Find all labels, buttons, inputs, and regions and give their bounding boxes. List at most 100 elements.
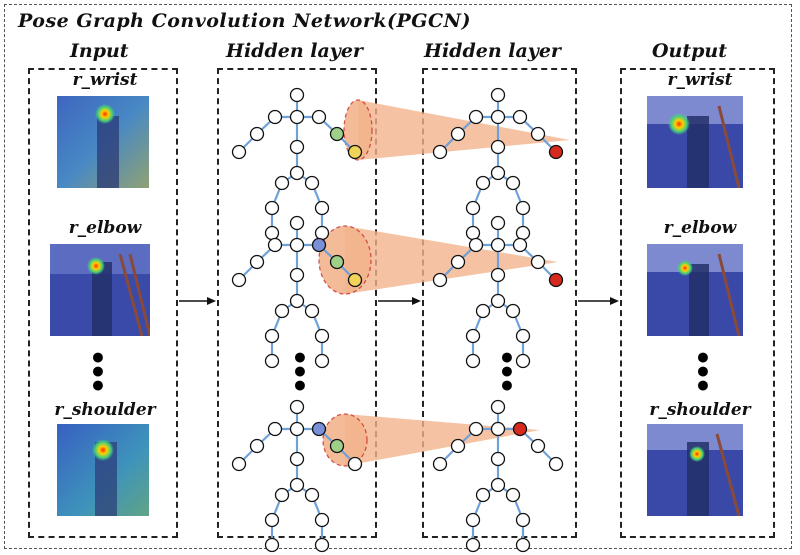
h2-row2-node [490, 215, 506, 231]
h1-row3-node [231, 456, 247, 472]
h1-row3-node [347, 456, 363, 472]
h1-row2-node [249, 254, 265, 270]
h1-row1-node [274, 175, 290, 191]
h2-row3-node [450, 438, 466, 454]
h1-row2-node [274, 303, 290, 319]
h1-row1-node [289, 165, 305, 181]
h1-row2-node [264, 328, 280, 344]
h1-row2-node [314, 328, 330, 344]
h1-row2-node [267, 237, 283, 253]
h1-row1-node [249, 126, 265, 142]
input-heatmap-r-elbow [50, 244, 150, 336]
h2-row2-node [490, 267, 506, 283]
h1-row1-node [289, 87, 305, 103]
h2-row1-node [468, 109, 484, 125]
h2-row3-node [515, 537, 531, 553]
hidden-2-ellipsis: • • • [498, 342, 516, 403]
h2-row1-node [515, 225, 531, 241]
h2-row1-node [432, 144, 448, 160]
h1-row1-node [304, 175, 320, 191]
h2-row2-node [505, 303, 521, 319]
heatmap-image [647, 244, 743, 336]
h2-row2-node [432, 272, 448, 288]
right-arrow-icon-head [412, 297, 421, 305]
h2-row3-node [490, 477, 506, 493]
h2-row2-node [468, 237, 484, 253]
h2-row1-node [530, 126, 546, 142]
h1-row3-node [314, 537, 330, 553]
output-ellipsis: • • • [694, 342, 712, 403]
output-heading: Output [652, 40, 728, 62]
h1-row3-node [264, 512, 280, 528]
output-heatmap-r-wrist [647, 96, 743, 188]
outer-frame [4, 4, 792, 549]
heatmap-image [57, 424, 149, 516]
h1-row3-node [249, 438, 265, 454]
heatmap-image [647, 424, 743, 516]
hidden-layer-1-heading: Hidden layer [226, 40, 363, 62]
h2-row3-node [490, 421, 506, 437]
cone-row1 [358, 100, 570, 160]
h2-row3-node [432, 456, 448, 472]
h1-row1-node [347, 144, 363, 160]
output-heatmap-r-shoulder [647, 424, 743, 516]
h2-row3-node [490, 399, 506, 415]
h2-row2-node [515, 353, 531, 369]
input-ellipsis: • • • [89, 342, 107, 403]
h2-row3-node [548, 456, 564, 472]
input-heading: Input [70, 40, 129, 62]
h2-row1-node [465, 200, 481, 216]
figure-title: Pose Graph Convolution Network(PGCN) [18, 10, 471, 32]
input-label-r-wrist: r_wrist [72, 70, 138, 90]
h2-row2-node [450, 254, 466, 270]
h2-row2-node [465, 353, 481, 369]
h1-row1-node [314, 225, 330, 241]
h1-row2-node [264, 353, 280, 369]
h2-row3-node [468, 421, 484, 437]
h1-row3-node [289, 451, 305, 467]
h2-row1-node [548, 144, 564, 160]
h1-row3-node [314, 512, 330, 528]
h2-row3-node [530, 438, 546, 454]
h1-row1-node [231, 144, 247, 160]
right-arrow-icon-head [610, 297, 619, 305]
input-label-r-elbow: r_elbow [68, 218, 142, 238]
h2-row1-node [475, 175, 491, 191]
h2-row2-node [475, 303, 491, 319]
h2-row3-node [465, 512, 481, 528]
h1-row1-node [289, 139, 305, 155]
h1-row1-node [289, 109, 305, 125]
h2-row1-node [490, 87, 506, 103]
h2-row1-node [490, 109, 506, 125]
h1-row2-node [314, 353, 330, 369]
h2-row1-node [490, 165, 506, 181]
h1-row3-node [329, 438, 345, 454]
h1-row3-node [274, 487, 290, 503]
output-label-r-shoulder: r_shoulder [649, 400, 751, 420]
h1-row3-node [311, 421, 327, 437]
h1-row2-node [347, 272, 363, 288]
h2-row1-node [465, 225, 481, 241]
cone-row1-ellipse [343, 99, 373, 161]
output-heatmap-r-elbow [647, 244, 743, 336]
input-panel [28, 68, 178, 538]
input-label-r-shoulder: r_shoulder [54, 400, 156, 420]
h1-row3-node [289, 399, 305, 415]
h1-row2-node [289, 293, 305, 309]
heatmap-image [647, 96, 743, 188]
h1-row2-node [311, 237, 327, 253]
h1-row3-node [304, 487, 320, 503]
h2-row2-node [515, 328, 531, 344]
h2-row2-node [490, 293, 506, 309]
h2-row3-node [475, 487, 491, 503]
h2-row1-node [512, 109, 528, 125]
hidden-layer-2-heading: Hidden layer [424, 40, 561, 62]
h1-row1-node [311, 109, 327, 125]
h1-row1-node [264, 225, 280, 241]
h2-row3-node [505, 487, 521, 503]
h1-row3-node [264, 537, 280, 553]
h2-row1-node [490, 139, 506, 155]
cone-row3-ellipse [322, 413, 368, 467]
